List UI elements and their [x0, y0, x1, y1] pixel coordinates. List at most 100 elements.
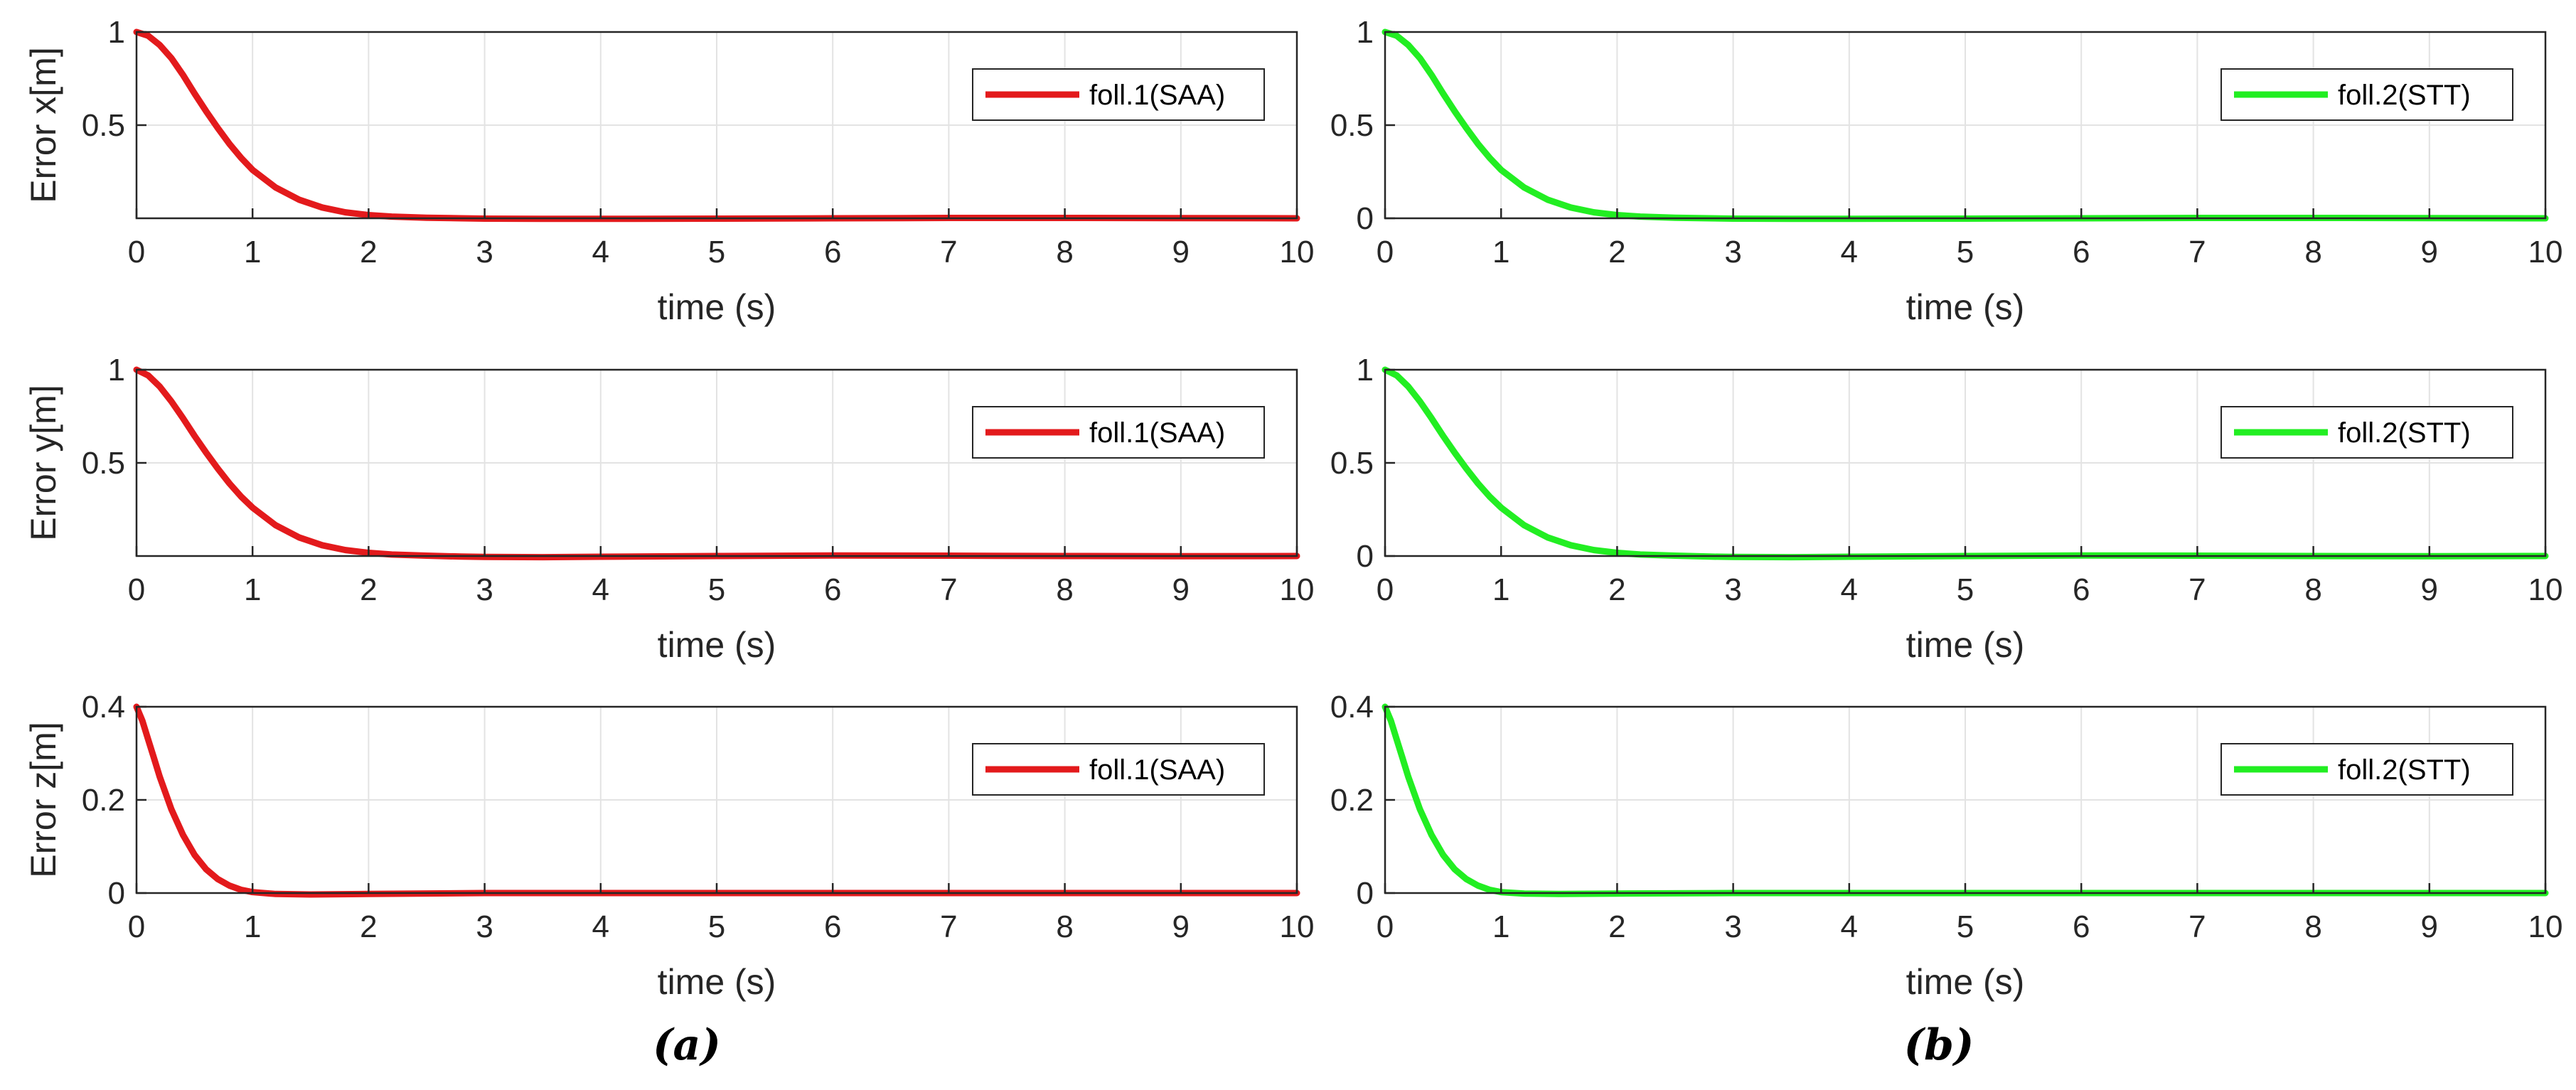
legend: foll.2(STT) — [2220, 743, 2513, 796]
x-tick-label: 7 — [940, 572, 957, 607]
x-tick-label: 2 — [1608, 909, 1625, 944]
legend-label: foll.1(SAA) — [1089, 80, 1225, 111]
legend-label: foll.2(STT) — [2338, 417, 2471, 449]
x-axis-label: time (s) — [1906, 287, 2025, 327]
y-tick-label: 0 — [1357, 539, 1374, 574]
x-tick-label: 2 — [1608, 572, 1625, 607]
y-tick-label: 0.2 — [82, 783, 125, 818]
legend-label: foll.1(SAA) — [1089, 417, 1225, 449]
x-tick-label: 4 — [1841, 235, 1858, 269]
x-tick-label: 0 — [1377, 235, 1394, 269]
x-tick-label: 9 — [2421, 572, 2438, 607]
x-tick-label: 4 — [592, 572, 609, 607]
x-axis-label: time (s) — [658, 625, 776, 665]
x-tick-label: 6 — [2073, 235, 2090, 269]
x-tick-label: 6 — [824, 909, 841, 944]
x-tick-label: 10 — [1280, 235, 1315, 269]
x-tick-label: 1 — [1492, 572, 1509, 607]
legend-label: foll.2(STT) — [2338, 754, 2471, 786]
x-tick-label: 3 — [476, 572, 493, 607]
x-tick-label: 10 — [1280, 572, 1315, 607]
x-tick-label: 0 — [128, 909, 145, 944]
y-axis-label: Error x[m] — [23, 47, 63, 203]
x-tick-label: 9 — [1172, 235, 1190, 269]
x-tick-label: 7 — [940, 909, 957, 944]
y-tick-label: 1 — [108, 15, 125, 50]
x-tick-label: 6 — [2073, 572, 2090, 607]
x-tick-label: 7 — [940, 235, 957, 269]
y-axis-label: Error z[m] — [23, 722, 63, 877]
y-tick-label: 0 — [1357, 876, 1374, 911]
x-tick-label: 7 — [2188, 235, 2206, 269]
x-tick-label: 7 — [2188, 572, 2206, 607]
subplot-2: 0 1 2 3 4 5 6 7 8 9 10 0 0.5 1 time (s) foll.2(STT) — [1330, 15, 2563, 327]
legend: foll.1(SAA) — [972, 743, 1265, 796]
y-tick-label: 1 — [1357, 353, 1374, 388]
x-tick-label: 8 — [2304, 235, 2321, 269]
x-tick-label: 8 — [1056, 572, 1073, 607]
x-tick-label: 3 — [1724, 235, 1741, 269]
x-tick-label: 1 — [1492, 909, 1509, 944]
subplot-6: 0 1 2 3 4 5 6 7 8 9 10 0 0.2 0.4 time (s) foll.2(STT) — [1330, 690, 2563, 1002]
x-tick-label: 10 — [2528, 572, 2563, 607]
y-tick-label: 1 — [108, 353, 125, 388]
x-tick-label: 0 — [1377, 909, 1394, 944]
x-tick-label: 9 — [1172, 572, 1190, 607]
x-tick-label: 5 — [1957, 572, 1974, 607]
x-tick-label: 2 — [360, 909, 377, 944]
x-tick-label: 7 — [2188, 909, 2206, 944]
x-tick-label: 8 — [1056, 909, 1073, 944]
y-tick-label: 0.4 — [1330, 690, 1374, 725]
x-tick-label: 3 — [1724, 572, 1741, 607]
subplot-4: 0 1 2 3 4 5 6 7 8 9 10 0 0.5 1 time (s) foll.2(STT) — [1330, 353, 2563, 665]
y-tick-label: 0.5 — [82, 446, 125, 481]
x-tick-label: 2 — [1608, 235, 1625, 269]
y-tick-label: 0.5 — [1330, 108, 1374, 143]
legend-label: foll.1(SAA) — [1089, 754, 1225, 786]
x-tick-label: 1 — [1492, 235, 1509, 269]
x-tick-label: 9 — [1172, 909, 1190, 944]
x-tick-label: 9 — [2421, 909, 2438, 944]
x-tick-label: 10 — [2528, 235, 2563, 269]
x-tick-label: 0 — [128, 235, 145, 269]
x-tick-label: 5 — [708, 572, 725, 607]
subplot-1: 0 1 2 3 4 5 6 7 8 9 10 0.5 1 time (s) Error x[m] foll.1… — [23, 15, 1314, 327]
y-tick-label: 0.2 — [1330, 783, 1374, 818]
legend: foll.1(SAA) — [972, 406, 1265, 459]
legend: foll.2(STT) — [2220, 68, 2513, 121]
x-tick-label: 4 — [1841, 909, 1858, 944]
x-tick-label: 8 — [1056, 235, 1073, 269]
panel-label-a: (a) — [653, 1020, 721, 1070]
y-tick-label: 0.5 — [82, 108, 125, 143]
x-tick-label: 5 — [1957, 235, 1974, 269]
x-axis-label: time (s) — [658, 287, 776, 327]
y-tick-label: 0.5 — [1330, 446, 1374, 481]
x-tick-label: 4 — [1841, 572, 1858, 607]
y-tick-label: 0 — [1357, 201, 1374, 236]
legend-label: foll.2(STT) — [2338, 80, 2471, 111]
legend: foll.2(STT) — [2220, 406, 2513, 459]
x-tick-label: 0 — [128, 572, 145, 607]
x-tick-label: 5 — [1957, 909, 1974, 944]
x-tick-label: 1 — [244, 235, 261, 269]
x-tick-label: 3 — [476, 235, 493, 269]
panel-label-b: (b) — [1904, 1020, 1974, 1070]
x-tick-label: 4 — [592, 909, 609, 944]
x-axis-label: time (s) — [1906, 962, 2025, 1002]
x-tick-label: 1 — [244, 572, 261, 607]
x-tick-label: 8 — [2304, 909, 2321, 944]
x-tick-label: 2 — [360, 572, 377, 607]
x-axis-label: time (s) — [658, 962, 776, 1002]
x-tick-label: 5 — [708, 235, 725, 269]
x-tick-label: 8 — [2304, 572, 2321, 607]
y-tick-label: 0.4 — [82, 690, 125, 725]
x-tick-label: 10 — [2528, 909, 2563, 944]
x-tick-label: 2 — [360, 235, 377, 269]
y-tick-label: 0 — [108, 876, 125, 911]
y-axis-label: Error y[m] — [23, 385, 63, 540]
legend: foll.1(SAA) — [972, 68, 1265, 121]
x-tick-label: 0 — [1377, 572, 1394, 607]
x-tick-label: 9 — [2421, 235, 2438, 269]
